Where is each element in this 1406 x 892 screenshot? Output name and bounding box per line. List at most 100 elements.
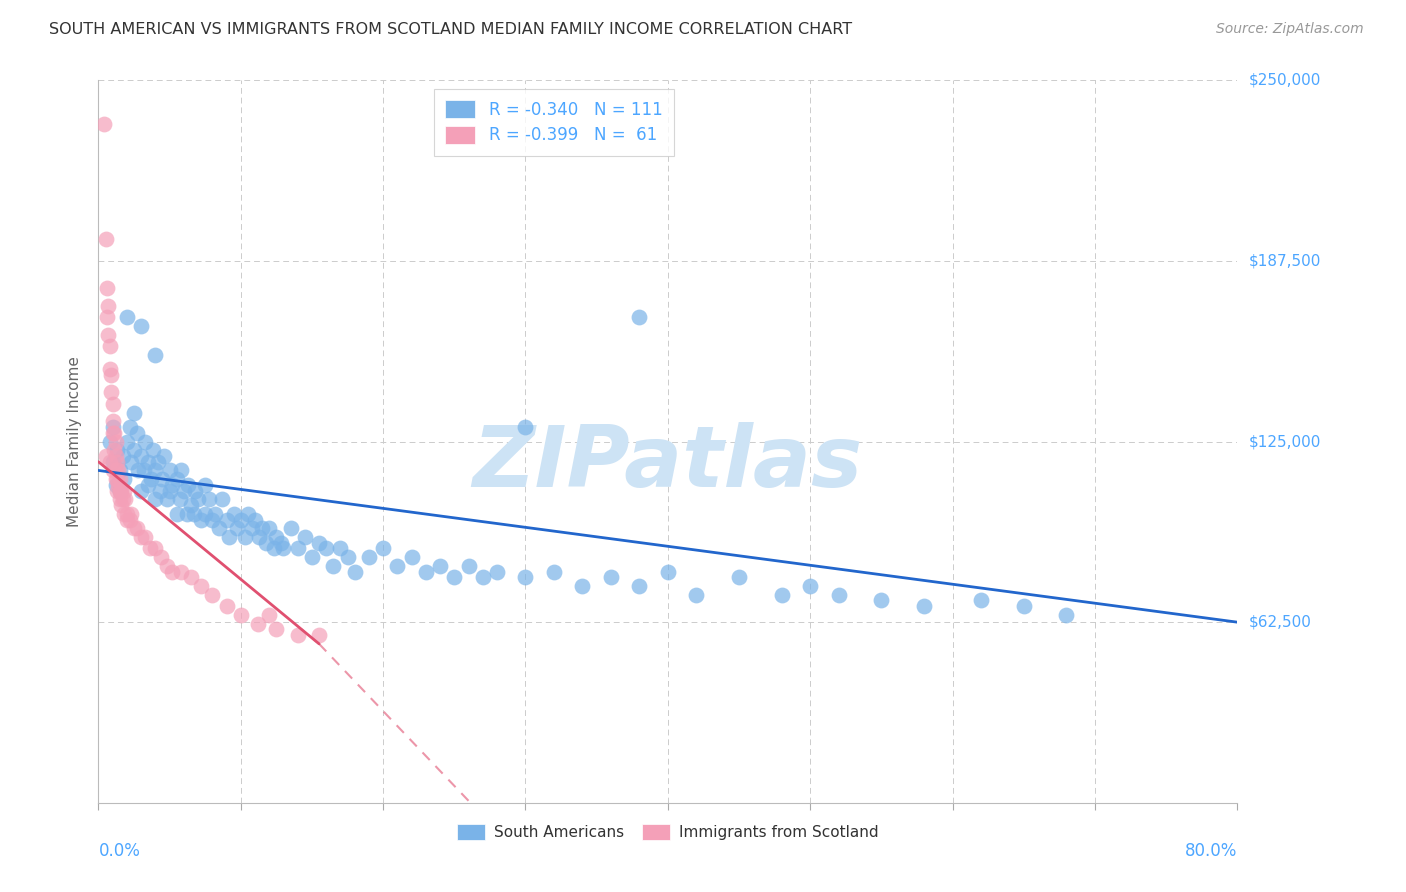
- Point: [183, 507, 205, 521]
- Point: [184, 483, 207, 498]
- Point: [357, 550, 380, 565]
- Point: [149, 483, 172, 498]
- Point: [322, 558, 344, 573]
- Text: $62,500: $62,500: [1249, 615, 1312, 630]
- Point: [112, 472, 135, 486]
- Point: [301, 550, 323, 565]
- Point: [134, 530, 156, 544]
- Point: [96, 310, 118, 325]
- Point: [108, 483, 131, 498]
- Point: [94, 232, 117, 246]
- Point: [515, 420, 537, 434]
- Point: [101, 397, 124, 411]
- Point: [96, 281, 118, 295]
- Point: [141, 443, 163, 458]
- Point: [97, 327, 120, 342]
- Point: [101, 420, 124, 434]
- Point: [162, 478, 184, 492]
- Point: [246, 616, 269, 631]
- Point: [600, 570, 623, 584]
- Point: [415, 565, 437, 579]
- Point: [543, 565, 565, 579]
- Point: [122, 443, 145, 458]
- Point: [270, 535, 292, 549]
- Point: [329, 541, 352, 556]
- Point: [169, 492, 191, 507]
- Point: [166, 472, 188, 486]
- Point: [122, 406, 145, 420]
- Point: [94, 449, 117, 463]
- Point: [118, 512, 141, 526]
- Point: [108, 483, 131, 498]
- Point: [127, 463, 149, 477]
- Point: [104, 478, 127, 492]
- Text: $187,500: $187,500: [1249, 253, 1320, 268]
- Point: [308, 628, 330, 642]
- Point: [728, 570, 751, 584]
- Point: [194, 478, 217, 492]
- Point: [139, 472, 162, 486]
- Point: [125, 521, 148, 535]
- Point: [112, 483, 135, 498]
- Point: [104, 463, 127, 477]
- Point: [266, 530, 288, 544]
- Point: [98, 455, 121, 469]
- Point: [387, 558, 409, 573]
- Point: [98, 434, 121, 449]
- Point: [108, 492, 131, 507]
- Point: [134, 434, 156, 449]
- Point: [571, 579, 593, 593]
- Point: [657, 565, 679, 579]
- Point: [115, 512, 138, 526]
- Point: [218, 530, 240, 544]
- Point: [108, 472, 131, 486]
- Point: [201, 588, 224, 602]
- Point: [145, 463, 167, 477]
- Point: [101, 455, 124, 469]
- Point: [294, 530, 316, 544]
- Point: [198, 492, 221, 507]
- Point: [136, 478, 159, 492]
- Point: [457, 558, 479, 573]
- Point: [145, 348, 167, 362]
- Point: [250, 521, 273, 535]
- Point: [628, 310, 651, 325]
- Point: [799, 579, 821, 593]
- Point: [129, 483, 152, 498]
- Point: [125, 425, 148, 440]
- Point: [136, 455, 159, 469]
- Point: [343, 565, 366, 579]
- Point: [287, 541, 309, 556]
- Point: [115, 434, 138, 449]
- Point: [129, 449, 152, 463]
- Point: [1012, 599, 1035, 614]
- Point: [111, 449, 134, 463]
- Point: [336, 550, 359, 565]
- Point: [240, 521, 263, 535]
- Point: [243, 512, 266, 526]
- Point: [152, 472, 174, 486]
- Point: [100, 385, 122, 400]
- Point: [1056, 607, 1078, 622]
- Text: $125,000: $125,000: [1249, 434, 1320, 449]
- Point: [120, 455, 142, 469]
- Point: [190, 579, 212, 593]
- Point: [233, 530, 256, 544]
- Point: [215, 512, 238, 526]
- Point: [100, 368, 122, 382]
- Point: [259, 521, 281, 535]
- Point: [912, 599, 935, 614]
- Point: [828, 588, 851, 602]
- Point: [222, 507, 245, 521]
- Point: [129, 530, 152, 544]
- Text: 80.0%: 80.0%: [1185, 842, 1237, 860]
- Point: [208, 521, 231, 535]
- Point: [180, 570, 202, 584]
- Point: [173, 483, 195, 498]
- Point: [150, 550, 173, 565]
- Point: [156, 558, 179, 573]
- Point: [145, 492, 167, 507]
- Point: [315, 541, 337, 556]
- Y-axis label: Median Family Income: Median Family Income: [67, 356, 83, 527]
- Point: [273, 541, 295, 556]
